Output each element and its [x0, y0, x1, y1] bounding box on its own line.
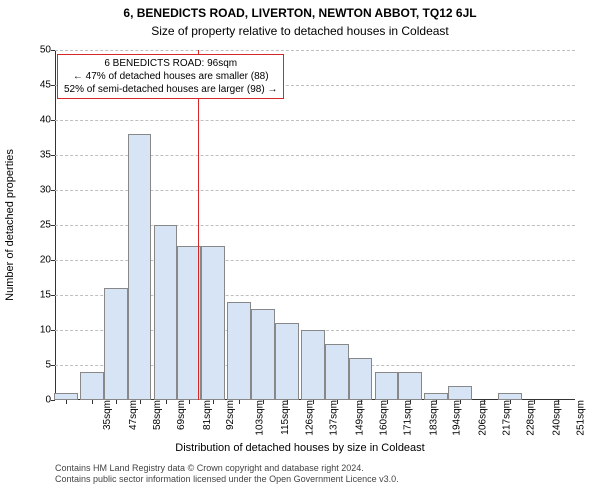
x-tick-mark [313, 400, 314, 404]
x-tick-label: 206sqm [476, 400, 489, 436]
x-tick-label: 251sqm [573, 400, 586, 436]
x-tick-label: 149sqm [352, 400, 365, 436]
histogram-bar [375, 372, 399, 400]
x-tick-label: 47sqm [126, 400, 139, 430]
y-axis-label: Number of detached properties [4, 149, 16, 301]
histogram-bar [80, 372, 104, 400]
x-tick-label: 103sqm [253, 400, 266, 436]
annotation-line: 52% of semi-detached houses are larger (… [64, 83, 277, 96]
histogram-bar [251, 309, 275, 400]
reference-line [198, 50, 199, 400]
x-tick-mark [534, 400, 535, 404]
plot-area: 0510152025303540455035sqm47sqm58sqm69sqm… [55, 50, 575, 400]
x-tick-mark [189, 400, 190, 404]
y-tick-label: 5 [45, 360, 55, 371]
annotation-line: ← 47% of detached houses are smaller (88… [64, 70, 277, 83]
y-tick-label: 50 [40, 45, 55, 56]
x-tick-mark [140, 400, 141, 404]
x-tick-label: 228sqm [524, 400, 537, 436]
x-tick-label: 171sqm [400, 400, 413, 436]
x-tick-mark [166, 400, 167, 404]
x-tick-mark [558, 400, 559, 404]
x-tick-label: 160sqm [376, 400, 389, 436]
y-tick-label: 30 [40, 185, 55, 196]
x-tick-label: 81sqm [200, 400, 213, 430]
x-tick-mark [337, 400, 338, 404]
x-tick-label: 92sqm [223, 400, 236, 430]
histogram-bar [275, 323, 299, 400]
chart-container: 6, BENEDICTS ROAD, LIVERTON, NEWTON ABBO… [0, 0, 600, 500]
histogram-bar [227, 302, 251, 400]
chart-title-primary: 6, BENEDICTS ROAD, LIVERTON, NEWTON ABBO… [0, 6, 600, 20]
x-tick-label: 194sqm [450, 400, 463, 436]
histogram-bar [104, 288, 128, 400]
y-tick-label: 10 [40, 325, 55, 336]
x-tick-mark [263, 400, 264, 404]
histogram-bar [448, 386, 472, 400]
x-tick-label: 137sqm [326, 400, 339, 436]
y-tick-label: 20 [40, 255, 55, 266]
x-tick-label: 126sqm [303, 400, 316, 436]
gridline [55, 50, 575, 51]
histogram-bar [349, 358, 373, 400]
x-axis-label: Distribution of detached houses by size … [0, 442, 600, 454]
y-tick-label: 40 [40, 115, 55, 126]
x-tick-mark [66, 400, 67, 404]
x-tick-label: 35sqm [100, 400, 113, 430]
histogram-bar [398, 372, 422, 400]
footer-line-1: Contains HM Land Registry data © Crown c… [55, 463, 590, 474]
x-tick-mark [213, 400, 214, 404]
histogram-bar [154, 225, 178, 400]
annotation-line: 6 BENEDICTS ROAD: 96sqm [64, 57, 277, 70]
x-tick-label: 69sqm [174, 400, 187, 430]
x-tick-mark [287, 400, 288, 404]
x-tick-mark [116, 400, 117, 404]
x-tick-mark [361, 400, 362, 404]
x-tick-label: 115sqm [278, 400, 291, 435]
footer-line-2: Contains public sector information licen… [55, 474, 590, 485]
x-tick-mark [239, 400, 240, 404]
y-tick-label: 35 [40, 150, 55, 161]
chart-title-secondary: Size of property relative to detached ho… [0, 24, 600, 38]
x-tick-mark [92, 400, 93, 404]
histogram-bar [498, 393, 522, 400]
x-tick-mark [410, 400, 411, 404]
x-tick-mark [387, 400, 388, 404]
x-tick-label: 58sqm [150, 400, 163, 430]
x-tick-label: 240sqm [550, 400, 563, 436]
y-tick-label: 15 [40, 290, 55, 301]
x-tick-mark [460, 400, 461, 404]
x-tick-mark [436, 400, 437, 404]
annotation-box: 6 BENEDICTS ROAD: 96sqm← 47% of detached… [57, 54, 284, 99]
x-tick-mark [510, 400, 511, 404]
x-tick-mark [484, 400, 485, 404]
x-tick-label: 183sqm [426, 400, 439, 436]
footer-attribution: Contains HM Land Registry data © Crown c… [55, 463, 590, 486]
histogram-bar [54, 393, 78, 400]
x-tick-label: 217sqm [500, 400, 513, 436]
y-tick-label: 25 [40, 220, 55, 231]
histogram-bar [424, 393, 448, 400]
histogram-bar [325, 344, 349, 400]
histogram-bar [301, 330, 325, 400]
gridline [55, 120, 575, 121]
histogram-bar [128, 134, 152, 400]
y-tick-label: 45 [40, 80, 55, 91]
histogram-bar [201, 246, 225, 400]
